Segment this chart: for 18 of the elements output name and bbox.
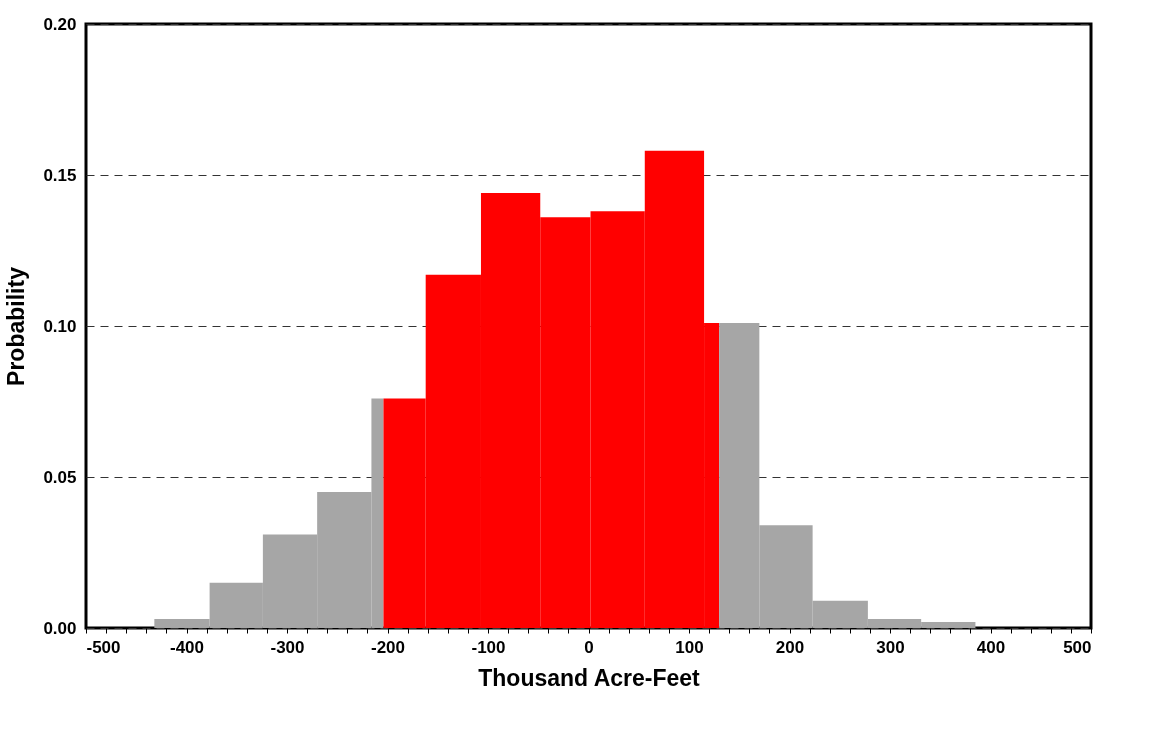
x-tick-label: 200: [775, 637, 805, 657]
x-tick-label: -400: [169, 637, 205, 657]
x-tick-label: -200: [370, 637, 406, 657]
x-tick-label: -300: [270, 637, 305, 657]
y-tick-label: 0.05: [43, 467, 77, 487]
x-tick-label: 100: [675, 637, 704, 657]
x-axis-title: Thousand Acre-Feet: [478, 664, 701, 691]
x-tick-label: 0: [584, 637, 594, 657]
x-tick-label: -100: [471, 637, 506, 657]
y-tick-label: 0.00: [43, 618, 77, 638]
x-tick-label: 300: [876, 637, 905, 657]
x-tick-label: 500: [1063, 637, 1092, 657]
y-axis-title: Probability: [3, 266, 30, 386]
x-tick-label: 400: [976, 637, 1006, 657]
y-tick-label: 0.15: [43, 165, 77, 185]
x-tick-label: -500: [86, 637, 121, 657]
y-tick-label: 0.10: [43, 316, 77, 336]
y-tick-label: 0.20: [43, 14, 77, 34]
